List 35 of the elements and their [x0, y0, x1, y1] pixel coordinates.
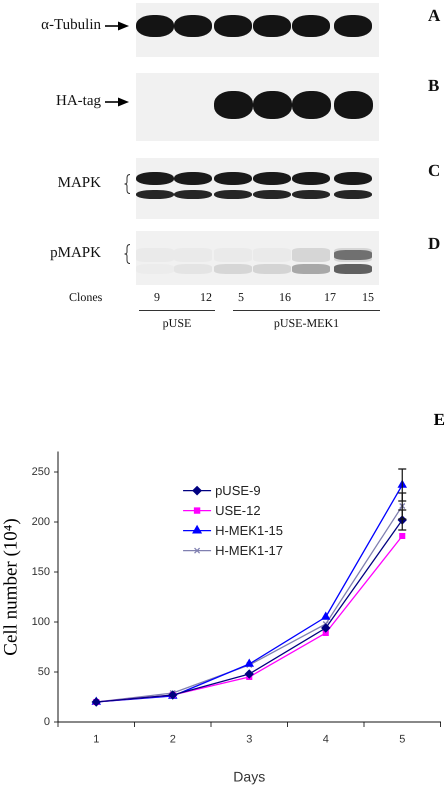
- y-tick-label: 200: [32, 516, 50, 528]
- y-tick-label: 150: [32, 566, 50, 578]
- text: pUSE: [162, 316, 192, 330]
- category-label: 5: [237, 290, 245, 304]
- legend-label: H-MEK1-15: [215, 523, 283, 538]
- category-label: A: [428, 6, 440, 25]
- category-label: 12: [199, 290, 213, 304]
- category-label: MAPK: [58, 174, 101, 191]
- x-tick-label: 3: [246, 734, 252, 746]
- y-axis-title: Cell number (10⁴): [0, 518, 22, 656]
- x-tick-label: 5: [399, 734, 406, 746]
- category-label: C: [428, 161, 440, 180]
- category-label: α-Tubulin: [41, 16, 101, 33]
- legend-label: H-MEK1-17: [215, 543, 283, 558]
- text: E: [434, 410, 445, 429]
- category-label: pMAPK: [50, 244, 101, 261]
- category-label: B: [428, 76, 440, 95]
- x-axis-title: Days: [233, 768, 266, 784]
- y-tick-label: 100: [32, 616, 50, 628]
- y-tick-label: 250: [32, 466, 50, 478]
- x-tick-label: 2: [170, 734, 176, 746]
- legend-label: USE-12: [215, 503, 261, 518]
- x-tick-label: 1: [93, 734, 100, 746]
- y-tick-label: 0: [44, 716, 50, 728]
- text: Clones: [69, 290, 102, 304]
- y-tick-label: 50: [38, 666, 50, 678]
- category-label: D: [428, 234, 440, 253]
- category-label: 16: [278, 290, 292, 304]
- category-label: 15: [361, 290, 375, 304]
- text: pUSE-MEK1: [272, 316, 340, 330]
- legend-label: pUSE-9: [215, 483, 261, 498]
- category-label: 9: [153, 290, 161, 304]
- x-tick-label: 4: [322, 734, 329, 746]
- category-label: HA-tag: [56, 92, 101, 109]
- category-label: 17: [323, 290, 337, 304]
